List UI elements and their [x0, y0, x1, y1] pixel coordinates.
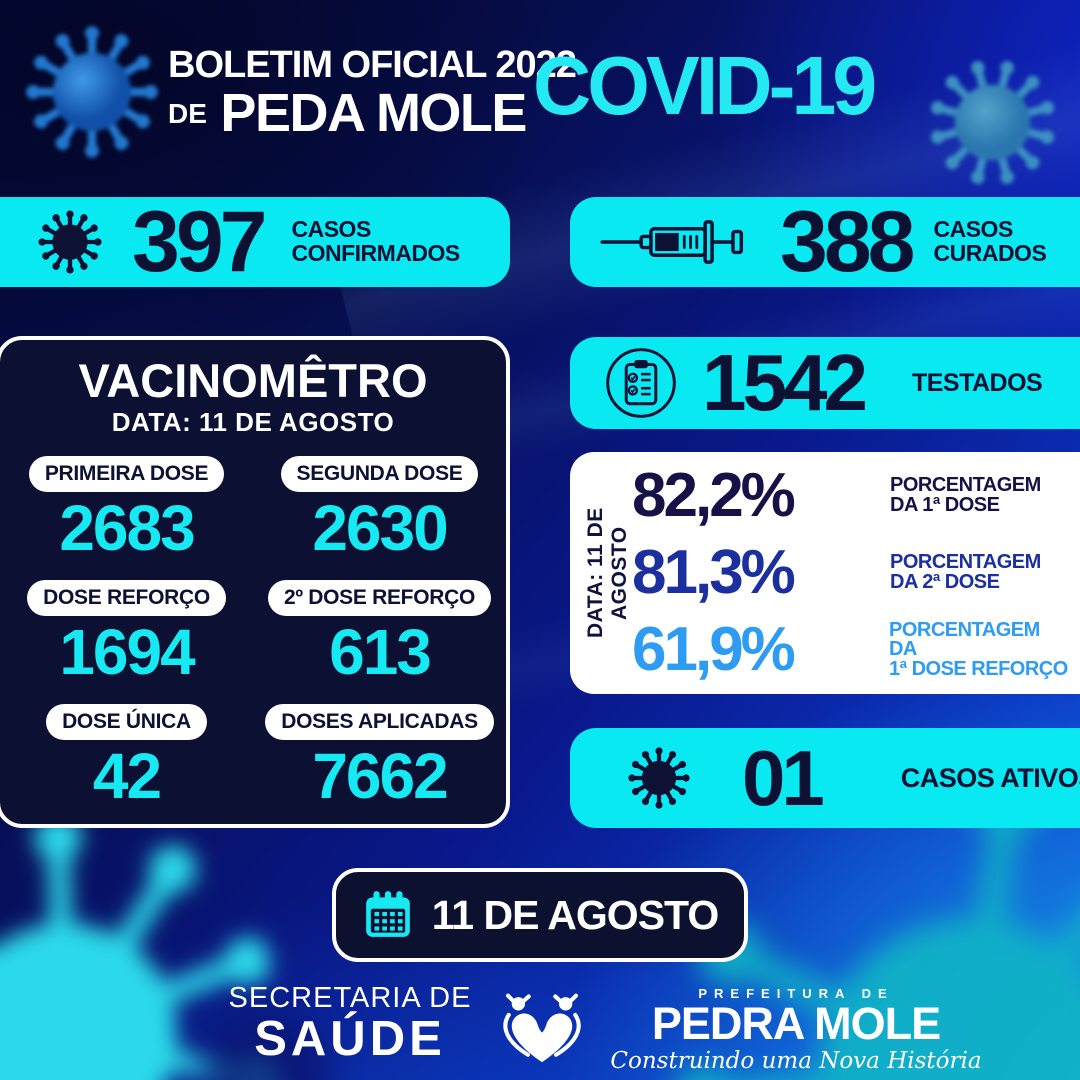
- confirmed-label-line2: CONFIRMADOS: [291, 240, 461, 266]
- dose-stat: DOSES APLICADAS 7662: [253, 703, 506, 814]
- calendar-icon: [362, 889, 414, 941]
- department-line1: SECRETARIA DE: [228, 982, 472, 1014]
- virus-decoration-icon: [925, 55, 1060, 190]
- dose-label-pill: PRIMEIRA DOSE: [28, 456, 225, 493]
- city-name: PEDRA MOLE: [651, 998, 941, 1049]
- vacinometro-date: DATA: 11 DE AGOSTO: [111, 407, 395, 438]
- dose-label-pill: SEGUNDA DOSE: [280, 456, 479, 493]
- dose-value: 2683: [59, 492, 195, 565]
- tested-box: 1542 TESTADOS: [570, 337, 1080, 429]
- percentage-label-line1: PORCENTAGEM: [890, 474, 1041, 497]
- virus-icon: [626, 745, 692, 811]
- date-badge: 11 DE AGOSTO: [332, 868, 748, 962]
- city-slogan: Construindo uma Nova História: [610, 1048, 982, 1074]
- percentage-label: PORCENTAGEM DA 2ª DOSE: [890, 553, 1041, 592]
- percentages-panel: DATA: 11 DE AGOSTO 82,2% PORCENTAGEM DA …: [570, 452, 1080, 694]
- city-hall-logo-text: PREFEITURA DE PEDRA MOLE Construindo uma…: [592, 986, 1000, 1074]
- health-department-signature: SECRETARIA DE SAÚDE: [178, 982, 522, 1064]
- dose-label-pill: 2º DOSE REFORÇO: [267, 579, 492, 616]
- virus-icon: [36, 208, 104, 276]
- percentage-value: 82,2%: [632, 461, 796, 530]
- dose-value: 2630: [312, 492, 448, 565]
- people-heart-logo-icon: [494, 988, 590, 1078]
- percentage-value: 81,3%: [632, 538, 796, 607]
- percentage-label: PORCENTAGEM DA 1ª DOSE REFORÇO: [888, 618, 1072, 680]
- department-line2: SAÚDE: [254, 1012, 446, 1066]
- bulletin-title-line2: DE PEDA MOLE: [168, 86, 576, 140]
- tested-label: TESTADOS: [911, 369, 1043, 397]
- cured-cases-label: CASOS CURADOS: [933, 216, 1047, 266]
- vacinometro-title: VACINOMÊTRO: [78, 354, 428, 407]
- percentage-value: 61,9%: [632, 615, 796, 684]
- prefeitura-label: PREFEITURA DE: [698, 986, 894, 1001]
- vacinometro-panel: VACINOMÊTRO DATA: 11 DE AGOSTO PRIMEIRA …: [0, 336, 510, 828]
- vacinometro-grid: PRIMEIRA DOSE 2683 SEGUNDA DOSE 2630 DOS…: [0, 456, 506, 813]
- bulletin-title: BOLETIM OFICIAL 2022 DE PEDA MOLE: [168, 44, 577, 140]
- active-cases-label: CASOS ATIVOS: [900, 762, 1080, 793]
- percentages-rows: 82,2% PORCENTAGEM DA 1ª DOSE 81,3% PORCE…: [632, 460, 1072, 686]
- bulletin-title-line1: BOLETIM OFICIAL 2022: [168, 44, 577, 86]
- dose-stat: 2º DOSE REFORÇO 613: [253, 579, 506, 690]
- dose-value: 7662: [312, 739, 448, 812]
- percentage-label-line2: DA 1ª DOSE: [890, 494, 1000, 516]
- percentage-label-line1: PORCENTAGEM: [890, 551, 1041, 574]
- active-cases-box: 01 CASOS ATIVOS: [570, 728, 1080, 828]
- cured-label-line2: CURADOS: [933, 240, 1047, 266]
- percentage-row: 81,3% PORCENTAGEM DA 2ª DOSE: [632, 537, 1072, 609]
- percentages-date-label: DATA: 11 DE AGOSTO: [584, 507, 631, 639]
- syringe-icon: [598, 213, 758, 271]
- dose-value: 613: [329, 615, 432, 688]
- dose-label-pill: DOSE ÚNICA: [46, 703, 207, 740]
- bulletin-title-line2-prefix: DE: [168, 98, 207, 129]
- virus-decoration-icon: [22, 22, 162, 162]
- confirmed-cases-label: CASOS CONFIRMADOS: [291, 216, 461, 266]
- cured-cases-box: 388 CASOS CURADOS: [570, 197, 1080, 287]
- percentage-label-line2: DA 2ª DOSE: [890, 571, 1000, 593]
- dose-stat: SEGUNDA DOSE 2630: [253, 456, 506, 566]
- clipboard-icon: [604, 346, 678, 420]
- dose-stat: DOSE ÚNICA 42: [0, 703, 253, 814]
- active-cases-value: 01: [742, 734, 825, 822]
- confirmed-cases-value: 397: [132, 194, 267, 290]
- percentage-label-line1: PORCENTAGEM DA: [888, 618, 1040, 661]
- percentage-label-line2: 1ª DOSE REFORÇO: [888, 657, 1068, 680]
- percentage-row: 82,2% PORCENTAGEM DA 1ª DOSE: [632, 460, 1072, 532]
- dose-stat: PRIMEIRA DOSE 2683: [0, 456, 253, 566]
- date-badge-label: 11 DE AGOSTO: [431, 891, 719, 938]
- tested-value: 1542: [702, 338, 868, 427]
- dose-label-pill: DOSES APLICADAS: [265, 703, 494, 740]
- confirmed-cases-box: 397 CASOS CONFIRMADOS: [0, 197, 510, 287]
- cured-label-line1: CASOS: [933, 216, 1014, 243]
- covid-19-heading: COVID-19: [533, 39, 877, 132]
- percentage-row: 61,9% PORCENTAGEM DA 1ª DOSE REFORÇO: [632, 614, 1072, 686]
- dose-value: 42: [92, 739, 162, 812]
- dose-label-pill: DOSE REFORÇO: [27, 579, 226, 616]
- confirmed-label-line1: CASOS: [291, 216, 372, 243]
- dose-stat: DOSE REFORÇO 1694: [0, 579, 253, 690]
- percentage-label: PORCENTAGEM DA 1ª DOSE: [890, 476, 1041, 515]
- dose-value: 1694: [59, 615, 195, 688]
- cured-cases-value: 388: [780, 194, 915, 290]
- bulletin-title-city: PEDA MOLE: [220, 83, 527, 143]
